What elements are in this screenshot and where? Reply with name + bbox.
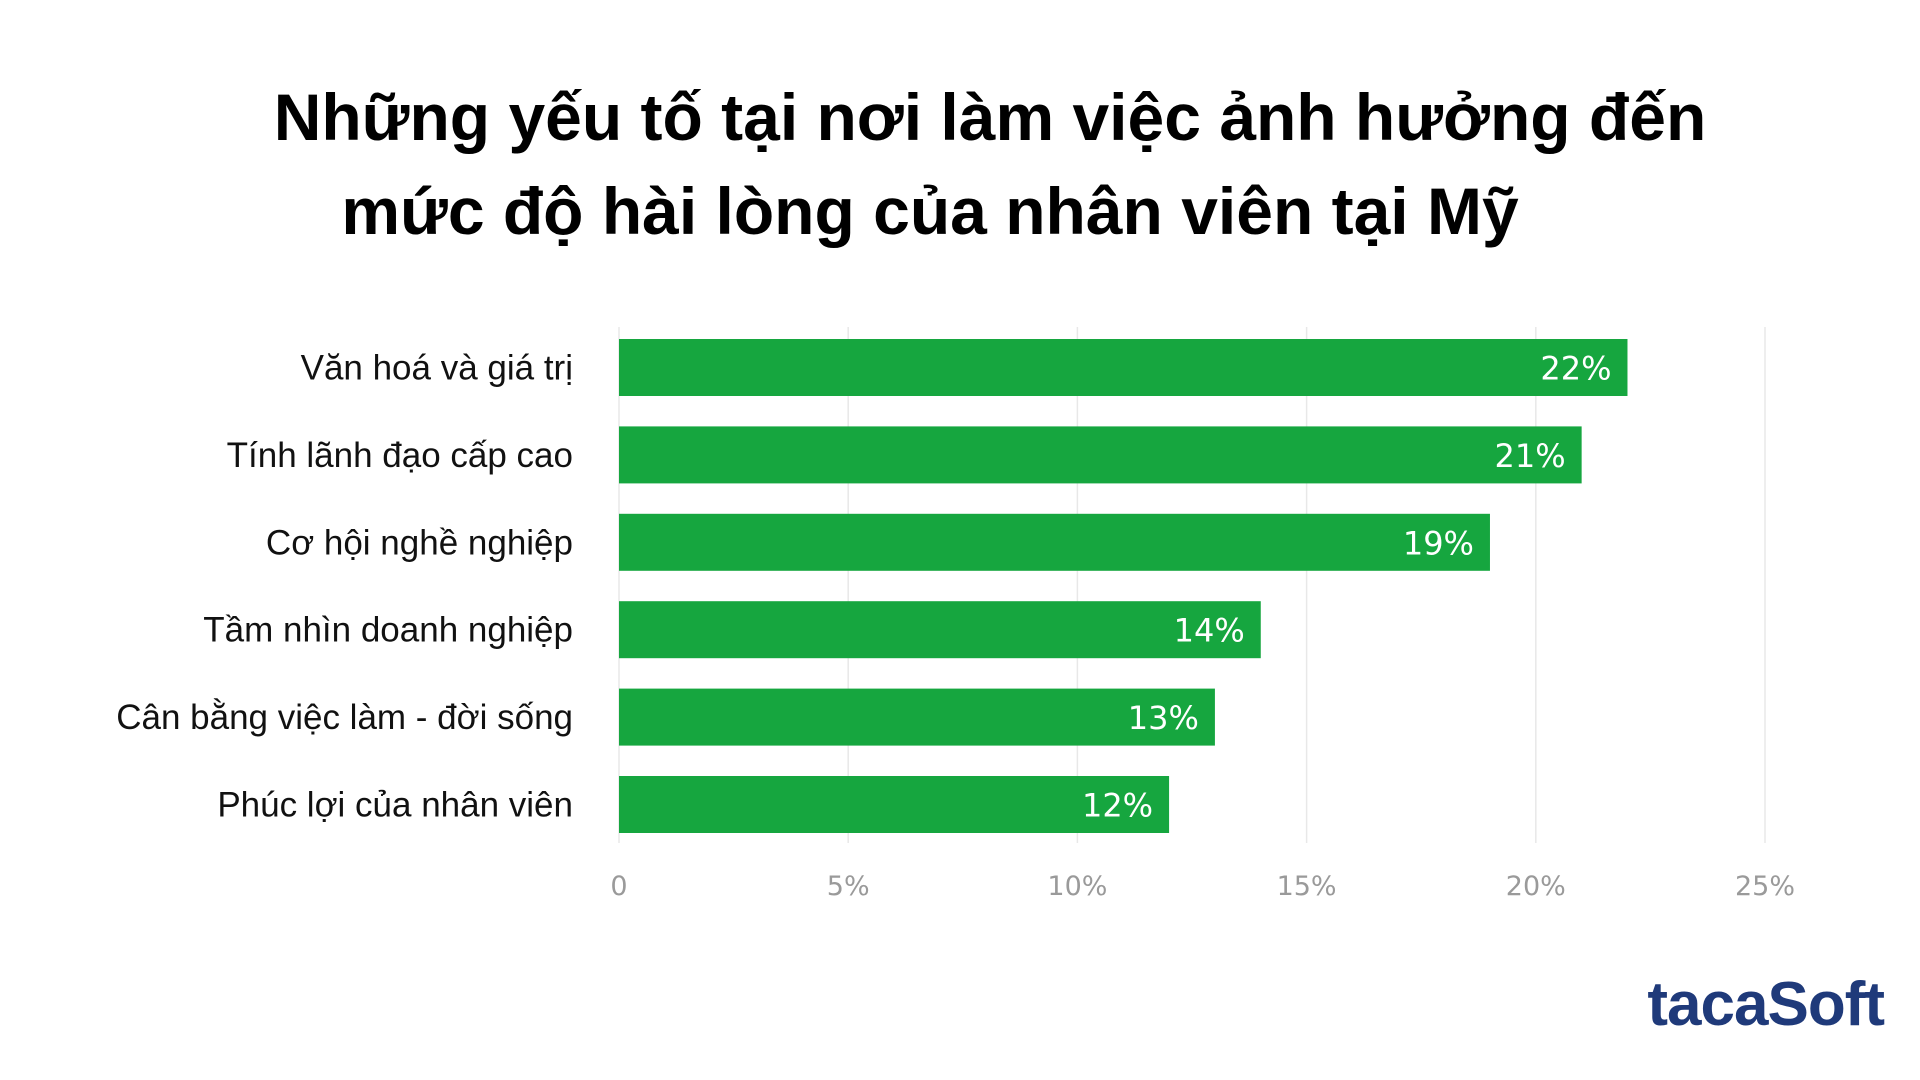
category-label: Văn hoá và giá trị <box>301 349 573 388</box>
tacasoft-logo: tacaSoft <box>1647 969 1885 1040</box>
x-axis-ticks: 0 5% 10% 15% 20% 25% <box>610 871 1795 902</box>
bars <box>619 339 1628 833</box>
x-tick-label: 0 <box>610 871 627 902</box>
category-labels: Văn hoá và giá trị Tính lãnh đạo cấp cao C… <box>116 349 573 825</box>
value-label: 14% <box>1174 612 1245 650</box>
x-tick-label: 25% <box>1735 871 1795 902</box>
logo-text-1: taca <box>1647 970 1768 1039</box>
bar <box>619 776 1170 833</box>
x-tick-label: 10% <box>1047 871 1107 902</box>
gridlines <box>618 327 1766 843</box>
logo-text-2: Soft <box>1767 970 1885 1039</box>
value-labels: 22% 21% 19% 14% 13% 12% <box>1082 350 1612 825</box>
chart-title-line-2: mức độ hài lòng của nhân viên tại Mỹ <box>341 174 1519 248</box>
value-label: 19% <box>1403 524 1474 562</box>
bar <box>619 426 1582 484</box>
category-label: Tính lãnh đạo cấp cao <box>227 436 573 475</box>
bar <box>619 339 1628 396</box>
value-label: 22% <box>1540 350 1611 388</box>
bar <box>619 688 1215 746</box>
x-tick-label: 5% <box>827 871 870 902</box>
chart-title-line-1: Những yếu tố tại nơi làm việc ảnh hưởng … <box>273 80 1707 154</box>
x-tick-label: 15% <box>1277 871 1337 902</box>
value-label: 13% <box>1128 699 1199 737</box>
chart-title: Những yếu tố tại nơi làm việc ảnh hưởng … <box>0 70 1920 258</box>
category-label: Tầm nhìn doanh nghiệp <box>203 611 573 650</box>
bar <box>619 601 1261 659</box>
x-tick-label: 20% <box>1506 871 1566 902</box>
bar <box>619 513 1490 571</box>
category-label: Phúc lợi của nhân viên <box>217 786 573 825</box>
category-label: Cân bằng việc làm - đời sống <box>116 698 573 737</box>
category-label: Cơ hội nghề nghiệp <box>266 523 573 562</box>
value-label: 21% <box>1495 437 1566 475</box>
value-label: 12% <box>1082 787 1153 825</box>
